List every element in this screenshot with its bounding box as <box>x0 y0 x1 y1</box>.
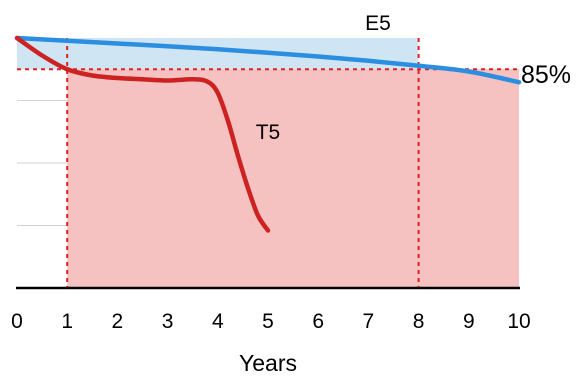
x-tick-label: 8 <box>413 310 425 333</box>
x-tick-label: 7 <box>363 310 375 333</box>
x-tick-label: 0 <box>11 310 23 333</box>
x-axis-label: Years <box>239 350 297 376</box>
x-tick-label: 3 <box>162 310 174 333</box>
x-tick-label: 1 <box>61 310 73 333</box>
threshold-label: 85% <box>521 61 571 89</box>
series-line-e5 <box>14 35 522 85</box>
x-tick-label: 5 <box>262 310 274 333</box>
series-label-t5: T5 <box>256 121 281 144</box>
x-tick-label: 6 <box>312 310 324 333</box>
x-tick-label: 2 <box>112 310 124 333</box>
series-label-e5: E5 <box>365 12 391 35</box>
shaded-region-t5 <box>67 69 519 288</box>
x-tick-label: 9 <box>463 310 475 333</box>
series-line-t5 <box>14 35 271 233</box>
x-tick-label: 10 <box>507 310 530 333</box>
x-tick-label: 4 <box>212 310 224 333</box>
